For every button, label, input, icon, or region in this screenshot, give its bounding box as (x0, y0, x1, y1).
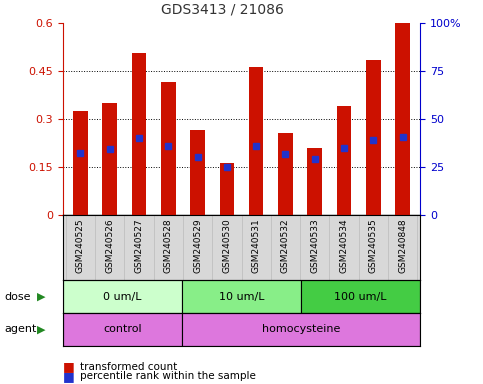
Text: GSM240848: GSM240848 (398, 218, 407, 273)
Text: ■: ■ (63, 370, 74, 383)
Bar (73, 111, 88, 215)
Bar (301, 280, 420, 313)
Text: ▶: ▶ (37, 324, 45, 334)
Text: GSM240527: GSM240527 (134, 218, 143, 273)
Bar (220, 163, 234, 215)
Text: GSM240526: GSM240526 (105, 218, 114, 273)
Text: transformed count: transformed count (80, 362, 177, 372)
Text: ▶: ▶ (37, 291, 45, 302)
Bar (161, 82, 176, 215)
Text: GDS3413 / 21086: GDS3413 / 21086 (161, 3, 284, 17)
Bar (182, 313, 420, 346)
Text: GSM240525: GSM240525 (76, 218, 85, 273)
Bar (190, 130, 205, 215)
Text: control: control (103, 324, 142, 334)
Bar (63, 280, 182, 313)
Bar (337, 106, 351, 215)
Bar (132, 53, 146, 215)
Bar (249, 67, 263, 215)
Text: percentile rank within the sample: percentile rank within the sample (80, 371, 256, 381)
Bar (278, 133, 293, 215)
Bar (63, 313, 182, 346)
Text: GSM240531: GSM240531 (252, 218, 261, 273)
Text: GSM240534: GSM240534 (340, 218, 349, 273)
Text: GSM240532: GSM240532 (281, 218, 290, 273)
Bar (395, 23, 410, 215)
Text: 0 um/L: 0 um/L (103, 291, 142, 302)
Text: dose: dose (5, 291, 31, 302)
Text: GSM240530: GSM240530 (222, 218, 231, 273)
Text: GSM240535: GSM240535 (369, 218, 378, 273)
Text: 100 um/L: 100 um/L (334, 291, 387, 302)
Text: 10 um/L: 10 um/L (219, 291, 264, 302)
Bar (102, 103, 117, 215)
Text: homocysteine: homocysteine (262, 324, 340, 334)
Text: ■: ■ (63, 360, 74, 373)
Bar (366, 60, 381, 215)
Text: GSM240533: GSM240533 (310, 218, 319, 273)
Bar (182, 280, 301, 313)
Text: GSM240529: GSM240529 (193, 218, 202, 273)
Text: agent: agent (5, 324, 37, 334)
Bar (307, 148, 322, 215)
Text: GSM240528: GSM240528 (164, 218, 173, 273)
